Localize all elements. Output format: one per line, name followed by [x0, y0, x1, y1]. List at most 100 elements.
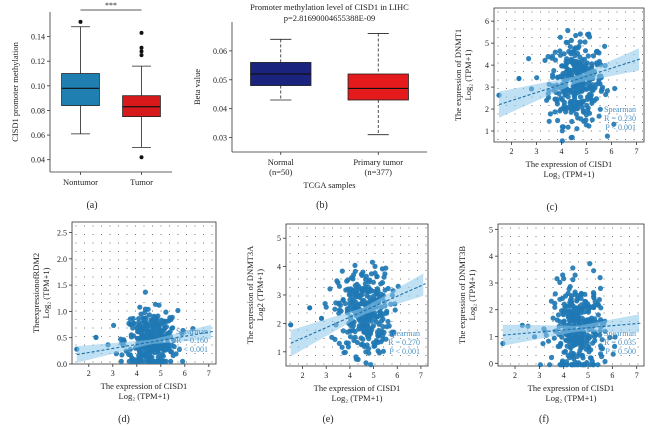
grid-dot — [134, 301, 137, 304]
grid-dot — [526, 235, 529, 238]
grid-dot — [340, 295, 342, 297]
y-tick-label: 1 — [485, 127, 489, 136]
grid-dot — [539, 28, 542, 30]
grid-dot — [531, 79, 533, 81]
grid-dot — [348, 252, 351, 255]
data-point — [336, 283, 342, 289]
grid-dot — [518, 320, 520, 323]
grid-dot — [616, 113, 618, 115]
x-axis-label: The expression of CISD1 — [528, 383, 615, 393]
grid-dot — [289, 227, 291, 229]
grid-dot — [365, 269, 368, 272]
grid-dot — [297, 269, 300, 272]
grid-dot — [501, 337, 503, 340]
data-point — [359, 320, 366, 326]
grid-dot — [552, 312, 554, 314]
grid-dot — [633, 45, 635, 47]
y-axis-unit: Log2 (TPM+1) — [255, 269, 265, 321]
grid-dot — [548, 45, 550, 47]
grid-dot — [573, 11, 576, 13]
grid-dot — [357, 346, 359, 348]
grid-dot — [117, 225, 120, 227]
grid-dot — [535, 278, 537, 280]
grid-dot — [616, 53, 618, 56]
grid-dot — [75, 335, 77, 338]
significance-stars: *** — [105, 1, 117, 10]
grid-dot — [582, 11, 584, 13]
grid-dot — [75, 310, 77, 312]
grid-dot — [509, 295, 512, 297]
grid-dot — [289, 278, 291, 280]
data-point — [568, 109, 574, 115]
grid-dot — [509, 320, 512, 323]
grid-dot — [185, 225, 188, 227]
grid-dot — [425, 346, 427, 348]
data-point — [569, 118, 575, 125]
data-point — [560, 272, 566, 278]
grid-dot — [391, 312, 393, 314]
grid-dot — [526, 363, 529, 365]
grid-dot — [505, 62, 508, 64]
grid-dot — [100, 327, 103, 329]
grid-dot — [126, 318, 128, 321]
data-point — [370, 279, 376, 285]
grid-dot — [289, 312, 291, 314]
grid-dot — [628, 252, 631, 255]
grid-dot — [543, 269, 546, 272]
grid-dot — [624, 19, 627, 22]
grid-dot — [331, 278, 334, 280]
grid-dot — [168, 225, 171, 227]
grid-dot — [603, 235, 605, 238]
data-point — [550, 72, 556, 78]
grid-dot — [560, 286, 563, 289]
grid-dot — [160, 284, 162, 287]
grid-dot — [509, 346, 512, 348]
grid-dot — [497, 121, 499, 124]
data-point — [126, 351, 132, 357]
grid-dot — [594, 252, 597, 255]
grid-dot — [297, 261, 300, 263]
y-tick-label: 3 — [489, 279, 493, 288]
grid-dot — [514, 113, 516, 115]
grid-dot — [185, 327, 188, 329]
grid-dot — [526, 320, 529, 323]
grid-dot — [539, 62, 542, 64]
grid-dot — [92, 301, 94, 304]
data-point — [588, 355, 594, 361]
data-point — [582, 48, 589, 54]
grid-dot — [408, 346, 410, 348]
grid-dot — [374, 329, 376, 331]
grid-dot — [590, 138, 593, 141]
data-point — [561, 301, 567, 307]
grid-dot — [531, 45, 533, 47]
grid-dot — [117, 293, 120, 295]
grid-dot — [556, 113, 559, 115]
grid-dot — [168, 250, 171, 253]
grid-dot — [194, 225, 196, 227]
y-tick-label: 0.06 — [213, 47, 227, 56]
grid-dot — [391, 244, 393, 246]
grid-dot — [416, 303, 419, 306]
grid-dot — [531, 121, 533, 124]
grid-dot — [603, 244, 605, 246]
grid-dot — [641, 19, 644, 22]
grid-dot — [620, 346, 622, 348]
grid-dot — [306, 295, 308, 297]
grid-dot — [117, 301, 120, 304]
data-point — [363, 349, 369, 355]
grid-dot — [143, 259, 145, 261]
grid-dot — [565, 45, 567, 47]
grid-dot — [505, 130, 508, 132]
data-point — [552, 291, 558, 297]
data-point — [566, 58, 572, 65]
grid-dot — [117, 250, 120, 253]
grid-dot — [505, 53, 508, 56]
grid-dot — [514, 121, 516, 124]
data-point — [573, 32, 579, 39]
grid-dot — [641, 121, 644, 124]
grid-dot — [117, 284, 120, 287]
grid-dot — [211, 335, 213, 338]
grid-dot — [526, 303, 529, 306]
grid-dot — [628, 363, 631, 365]
grid-dot — [177, 225, 179, 227]
